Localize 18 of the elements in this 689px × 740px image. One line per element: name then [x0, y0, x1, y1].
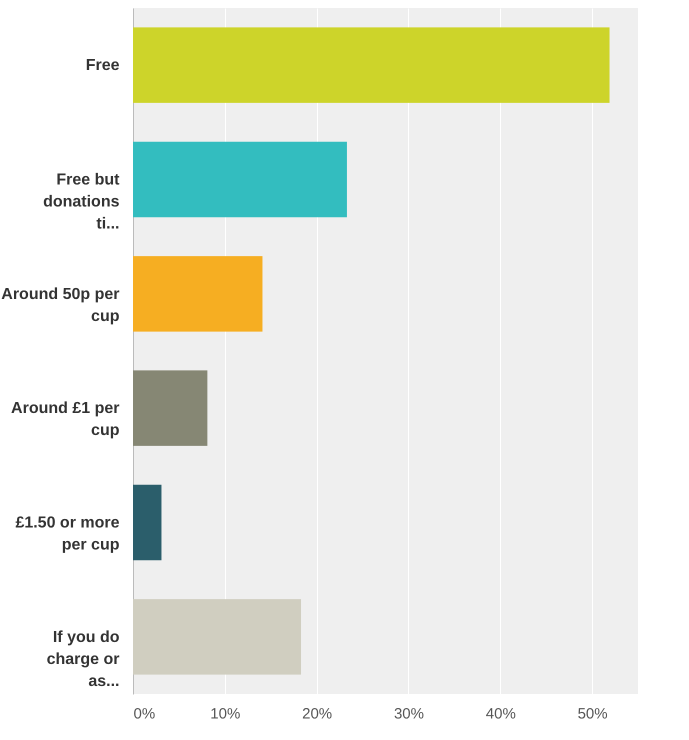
- y-tick-label: Free but donations ti...: [43, 172, 120, 232]
- bar: [133, 256, 262, 332]
- bar: [133, 484, 162, 560]
- bar: [133, 27, 610, 103]
- bar: [133, 599, 302, 675]
- bar: [133, 142, 347, 218]
- bar: [133, 370, 208, 446]
- x-tick-label: 20%: [302, 706, 332, 722]
- x-tick-label: 30%: [394, 706, 424, 722]
- x-tick-label: 0%: [134, 706, 156, 722]
- y-tick-label: £1.50 or more per cup: [15, 514, 120, 554]
- y-tick-label: Free: [86, 57, 120, 74]
- x-tick-label: 10%: [210, 706, 240, 722]
- y-tick-label: If you do charge or as...: [46, 628, 120, 690]
- x-tick-label: 50%: [578, 706, 608, 722]
- y-tick-label: Around £1 per cup: [11, 400, 120, 440]
- y-tick-label: Around 50p per cup: [1, 286, 120, 325]
- x-tick-label: 40%: [486, 706, 516, 722]
